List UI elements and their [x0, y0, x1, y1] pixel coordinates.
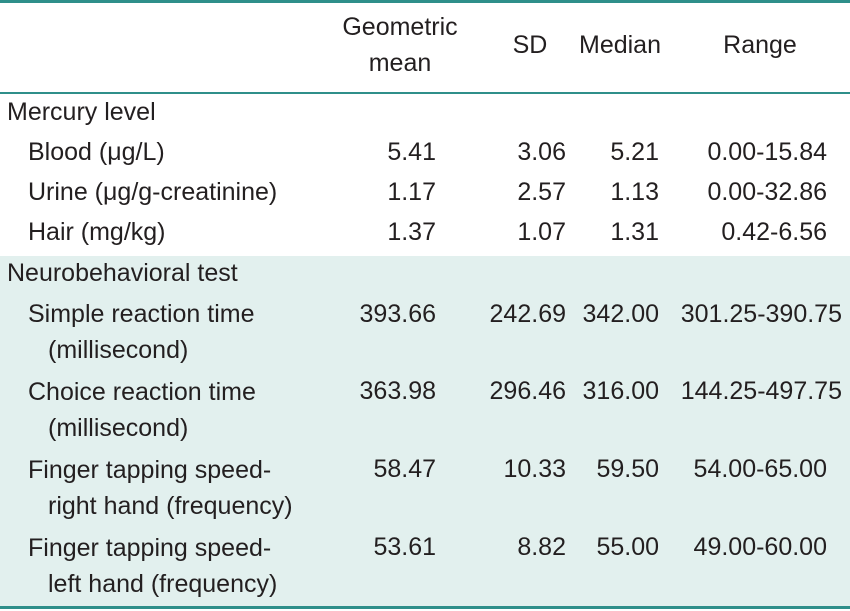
row-label-finger-right-line2: right hand (frequency) [48, 492, 293, 520]
row-label-finger-left-line2: left hand (frequency) [48, 570, 278, 598]
header-range: Range [723, 31, 797, 59]
cell-range: 49.00-60.00 [693, 533, 827, 561]
cell-geo-mean: 393.66 [359, 300, 436, 328]
row-label-finger-right-line1: Finger tapping speed- [28, 456, 272, 484]
cell-sd: 10.33 [503, 455, 566, 483]
row-label-urine: Urine (μg/g-creatinine) [28, 178, 278, 206]
neurobehavioral-section-band [0, 256, 850, 606]
cell-geo-mean: 53.61 [373, 533, 436, 561]
table-top-rule [0, 0, 850, 3]
header-median: Median [579, 31, 661, 59]
cell-sd: 296.46 [489, 377, 566, 405]
cell-sd: 242.69 [489, 300, 566, 328]
cell-geo-mean: 58.47 [373, 455, 436, 483]
header-sd: SD [512, 31, 548, 59]
cell-range: 301.25-390.75 [680, 300, 842, 328]
cell-range: 144.25-497.75 [680, 377, 842, 405]
row-label-simple-reaction-line2: (millisecond) [48, 336, 189, 364]
cell-sd: 8.82 [517, 533, 566, 561]
row-label-choice-reaction-line1: Choice reaction time [28, 378, 256, 406]
cell-geo-mean: 363.98 [359, 377, 436, 405]
cell-median: 1.13 [610, 178, 659, 206]
cell-range: 0.42-6.56 [721, 218, 827, 246]
cell-median: 59.50 [596, 455, 659, 483]
cell-range: 54.00-65.00 [693, 455, 827, 483]
header-geometric-mean-line2: mean [368, 49, 432, 77]
cell-sd: 2.57 [517, 178, 566, 206]
row-label-simple-reaction-line1: Simple reaction time [28, 300, 255, 328]
cell-geo-mean: 1.37 [387, 218, 436, 246]
cell-geo-mean: 1.17 [387, 178, 436, 206]
row-label-finger-left-line1: Finger tapping speed- [28, 534, 272, 562]
cell-median: 5.21 [610, 138, 659, 166]
header-geometric-mean-line1: Geometric [342, 13, 458, 41]
row-label-blood: Blood (μg/L) [28, 138, 165, 166]
section-title-mercury: Mercury level [7, 98, 156, 126]
cell-median: 1.31 [610, 218, 659, 246]
cell-median: 316.00 [582, 377, 659, 405]
cell-range: 0.00-15.84 [707, 138, 827, 166]
row-label-hair: Hair (mg/kg) [28, 218, 166, 246]
row-label-choice-reaction-line2: (millisecond) [48, 414, 189, 442]
table-header-rule [0, 92, 850, 94]
cell-sd: 3.06 [517, 138, 566, 166]
cell-geo-mean: 5.41 [387, 138, 436, 166]
section-title-neurobehavioral: Neurobehavioral test [7, 259, 238, 287]
cell-median: 55.00 [596, 533, 659, 561]
cell-range: 0.00-32.86 [707, 178, 827, 206]
cell-sd: 1.07 [517, 218, 566, 246]
cell-median: 342.00 [582, 300, 659, 328]
table-bottom-rule [0, 606, 850, 609]
